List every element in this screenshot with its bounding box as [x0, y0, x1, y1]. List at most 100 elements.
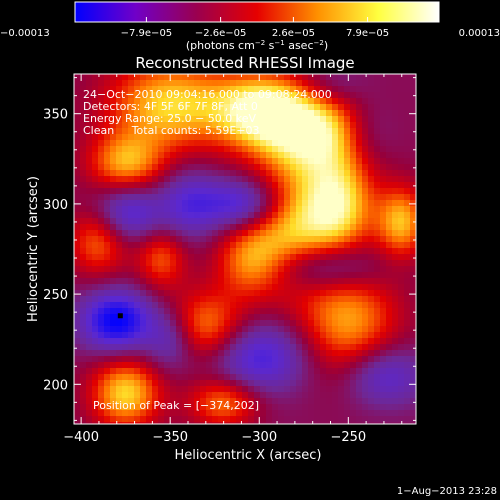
heatmap-cell	[74, 170, 81, 177]
heatmap-cell	[410, 272, 416, 279]
heatmap-cell	[206, 188, 213, 195]
heatmap-cell	[302, 182, 309, 189]
heatmap-cell	[158, 236, 165, 243]
heatmap-cell	[326, 122, 333, 129]
heatmap-cell	[290, 194, 297, 201]
heatmap-cell	[194, 92, 201, 99]
heatmap-cell	[356, 398, 363, 405]
heatmap-cell	[266, 404, 273, 411]
heatmap-cell	[308, 296, 315, 303]
heatmap-cell	[146, 74, 153, 81]
heatmap-cell	[356, 416, 363, 423]
heatmap-cell	[80, 356, 87, 363]
heatmap-cell	[146, 386, 153, 393]
heatmap-cell	[344, 296, 351, 303]
heatmap-cell	[176, 410, 183, 417]
heatmap-cell	[224, 398, 231, 405]
heatmap-cell	[176, 242, 183, 249]
heatmap-cell	[338, 140, 345, 147]
heatmap-cell	[212, 212, 219, 219]
heatmap-cell	[128, 422, 135, 424]
heatmap-cell	[164, 302, 171, 309]
heatmap-cell	[224, 116, 231, 123]
heatmap-cell	[236, 266, 243, 273]
heatmap-cell	[116, 224, 123, 231]
heatmap-cell	[104, 374, 111, 381]
heatmap-cell	[290, 338, 297, 345]
heatmap-cell	[296, 146, 303, 153]
heatmap-cell	[104, 86, 111, 93]
heatmap-cell	[218, 296, 225, 303]
heatmap-cell	[380, 350, 387, 357]
heatmap-cell	[140, 242, 147, 249]
heatmap-cell	[80, 176, 87, 183]
heatmap-cell	[392, 236, 399, 243]
heatmap-cell	[242, 326, 249, 333]
heatmap-cell	[350, 176, 357, 183]
heatmap-cell	[398, 374, 405, 381]
heatmap-cell	[278, 350, 285, 357]
heatmap-cell	[188, 320, 195, 327]
heatmap-cell	[86, 314, 93, 321]
heatmap-cell	[296, 104, 303, 111]
heatmap-cell	[308, 338, 315, 345]
heatmap-cell	[380, 314, 387, 321]
heatmap-cell	[272, 230, 279, 237]
heatmap-cell	[182, 140, 189, 147]
heatmap-cell	[260, 80, 267, 87]
heatmap-cell	[140, 356, 147, 363]
heatmap-cell	[212, 176, 219, 183]
heatmap-cell	[230, 140, 237, 147]
heatmap-cell	[230, 368, 237, 375]
heatmap-cell	[176, 254, 183, 261]
heatmap-cell	[344, 140, 351, 147]
heatmap-cell	[344, 212, 351, 219]
heatmap-cell	[182, 230, 189, 237]
heatmap-cell	[410, 266, 416, 273]
heatmap-cell	[158, 422, 165, 424]
heatmap-cell	[368, 308, 375, 315]
heatmap-cell	[380, 278, 387, 285]
heatmap-cell	[314, 194, 321, 201]
heatmap-cell	[284, 176, 291, 183]
heatmap-cell	[272, 296, 279, 303]
heatmap-cell	[278, 278, 285, 285]
heatmap-cell	[362, 104, 369, 111]
heatmap-cell	[152, 386, 159, 393]
heatmap-cell	[134, 116, 141, 123]
heatmap-cell	[368, 332, 375, 339]
heatmap-cell	[128, 236, 135, 243]
heatmap-cell	[278, 224, 285, 231]
heatmap-cell	[344, 158, 351, 165]
heatmap-cell	[254, 374, 261, 381]
heatmap-cell	[224, 392, 231, 399]
heatmap-cell	[260, 368, 267, 375]
heatmap-cell	[380, 224, 387, 231]
heatmap-cell	[158, 152, 165, 159]
heatmap-cell	[350, 236, 357, 243]
heatmap-cell	[314, 86, 321, 93]
heatmap-cell	[386, 284, 393, 291]
heatmap-cell	[404, 290, 411, 297]
heatmap-cell	[74, 146, 81, 153]
heatmap-cell	[98, 194, 105, 201]
heatmap-cell	[182, 104, 189, 111]
heatmap-cell	[140, 362, 147, 369]
heatmap-cell	[404, 248, 411, 255]
heatmap-cell	[248, 110, 255, 117]
heatmap-cell	[398, 86, 405, 93]
heatmap-cell	[140, 386, 147, 393]
heatmap-cell	[140, 308, 147, 315]
heatmap-cell	[92, 140, 99, 147]
heatmap-cell	[176, 146, 183, 153]
heatmap-cell	[158, 158, 165, 165]
heatmap-cell	[344, 380, 351, 387]
heatmap-cell	[380, 284, 387, 291]
heatmap-cell	[242, 290, 249, 297]
heatmap-cell	[284, 320, 291, 327]
heatmap-cell	[236, 356, 243, 363]
heatmap-cell	[200, 320, 207, 327]
heatmap-cell	[218, 230, 225, 237]
heatmap-cell	[374, 398, 381, 405]
heatmap-cell	[236, 326, 243, 333]
